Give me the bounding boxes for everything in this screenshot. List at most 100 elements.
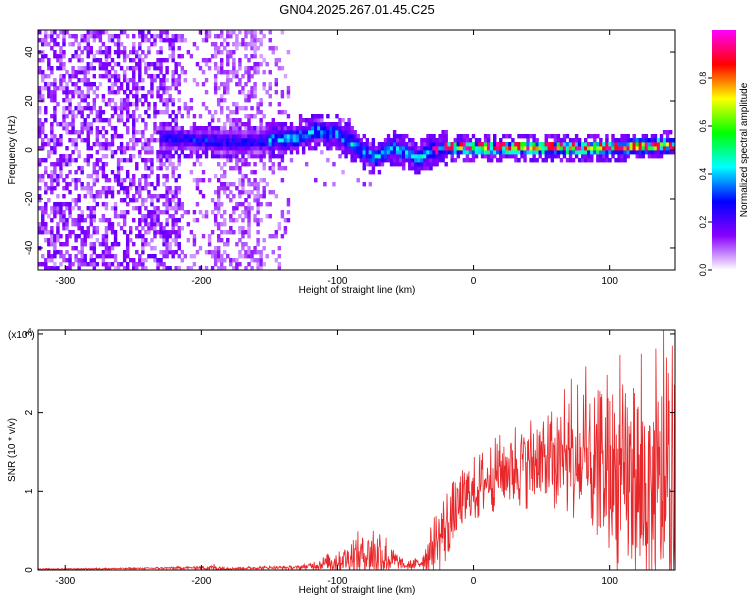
- spectrogram-cell: [286, 114, 291, 119]
- spectrogram-cell: [626, 146, 630, 151]
- spectrogram-cell: [298, 118, 303, 123]
- spectrogram-cell: [38, 110, 42, 115]
- spectrogram-cell: [113, 178, 118, 183]
- spectrogram-cell: [426, 134, 430, 139]
- spectrogram-cell: [277, 122, 282, 127]
- spectrogram-cell: [265, 122, 269, 127]
- spectrogram-cell: [277, 142, 282, 147]
- spectrogram-cell: [86, 114, 90, 119]
- spectrogram-cell: [314, 130, 318, 135]
- spectrogram-cell: [110, 170, 115, 175]
- spectrogram-cell: [141, 158, 145, 163]
- spectrogram-cell: [268, 154, 272, 159]
- spectrogram-cell: [235, 242, 239, 247]
- spectrogram-cell: [250, 46, 254, 51]
- spectrogram-cell: [68, 266, 72, 270]
- spectrogram-cell: [168, 234, 172, 239]
- spectrogram-cell: [56, 34, 60, 39]
- spectrogram-cell: [92, 262, 97, 267]
- spectrogram-cell: [153, 214, 157, 219]
- spectrogram-cell: [110, 134, 115, 139]
- spectrogram-cell: [110, 38, 115, 43]
- spectrogram-cell: [180, 226, 184, 231]
- spectrogram-cell: [238, 262, 242, 267]
- spectrogram-cell: [596, 134, 600, 139]
- spectrogram-cell: [332, 134, 336, 139]
- spectrogram-cell: [286, 202, 291, 207]
- spectrogram-cell: [216, 46, 221, 51]
- spectrogram-cell: [216, 162, 221, 167]
- spectrogram-cell: [444, 130, 448, 135]
- spectrogram-cell: [122, 218, 127, 223]
- spectrogram-cell: [116, 38, 121, 43]
- spectrogram-cell: [392, 150, 397, 155]
- spectrogram-cell: [389, 158, 394, 163]
- colorbar-ticks: 0.00.20.40.60.8: [698, 72, 712, 276]
- spectrogram-cell: [83, 66, 87, 71]
- spectrogram-cell: [65, 158, 69, 163]
- spectrogram-cell: [177, 134, 181, 139]
- spectrogram-cell: [256, 110, 260, 115]
- spectrogram-cell: [59, 174, 63, 179]
- spectrogram-cell: [68, 34, 72, 39]
- spectrogram-cell: [135, 118, 139, 123]
- spectrogram-cell: [544, 134, 548, 139]
- spectrogram-cell: [83, 230, 87, 235]
- spectrogram-cell: [95, 194, 100, 199]
- spectrogram-cell: [204, 130, 209, 135]
- spectrogram-cell: [232, 138, 236, 143]
- spectrogram-cell: [244, 30, 248, 35]
- spectrogram-cell: [177, 206, 181, 211]
- spectrogram-cell: [122, 266, 127, 270]
- spectrogram-cell: [125, 246, 130, 251]
- spectrogram-cell: [98, 110, 103, 115]
- spectrogram-cell: [571, 158, 576, 163]
- spectrogram-cell: [41, 142, 45, 147]
- spectrogram-x-ticks: -300 -200 -100 0 100: [55, 30, 618, 287]
- spectrogram-cell: [165, 202, 169, 207]
- spectrogram-cell: [265, 150, 269, 155]
- spectrogram-cell: [165, 106, 169, 111]
- spectrogram-cell: [168, 230, 172, 235]
- spectrogram-cell: [647, 146, 652, 151]
- spectrogram-cell: [216, 194, 221, 199]
- spectrogram-cell: [216, 70, 221, 75]
- spectrogram-cell: [238, 42, 242, 47]
- spectrogram-cell: [235, 38, 239, 43]
- spectrogram-cell: [80, 38, 84, 43]
- spectrogram-cell: [216, 210, 221, 215]
- spectrogram-cell: [125, 142, 130, 147]
- spectrogram-cell: [89, 242, 93, 247]
- spectrogram-cell: [320, 134, 324, 139]
- spectrogram-cell: [408, 146, 412, 151]
- spectrogram-cell: [532, 158, 536, 163]
- spectrogram-cell: [274, 130, 279, 135]
- spectrogram-cell: [50, 66, 54, 71]
- spectrogram-cell: [426, 146, 430, 151]
- spectrogram-cell: [441, 142, 445, 147]
- spectrogram-cell: [156, 210, 160, 215]
- spectrogram-cell: [135, 234, 139, 239]
- spectrogram-cell: [132, 102, 136, 107]
- spectrogram-cell: [223, 242, 227, 247]
- spectrogram-cell: [144, 94, 148, 99]
- spectrogram-cell: [244, 66, 248, 71]
- spectrogram-cell: [204, 38, 209, 43]
- spectrogram-cell: [526, 134, 530, 139]
- spectrogram-cell: [274, 146, 279, 151]
- spectrogram-cell: [56, 162, 60, 167]
- spectrogram-cell: [101, 214, 106, 219]
- spectrogram-cell: [71, 158, 75, 163]
- spectrogram-cell: [226, 30, 230, 35]
- spectrogram-cell: [95, 142, 100, 147]
- spectrogram-cell: [95, 226, 100, 231]
- spectrogram-cell: [656, 150, 661, 155]
- spectrogram-cell: [80, 90, 84, 95]
- spectrogram-cell: [253, 162, 257, 167]
- spectrogram-cell: [280, 150, 285, 155]
- spectrogram-cell: [192, 242, 197, 247]
- spectrogram-cell: [550, 142, 555, 147]
- spectrogram-cell: [110, 58, 115, 63]
- spectrogram-cell: [605, 134, 609, 139]
- spectrogram-cell: [268, 38, 272, 43]
